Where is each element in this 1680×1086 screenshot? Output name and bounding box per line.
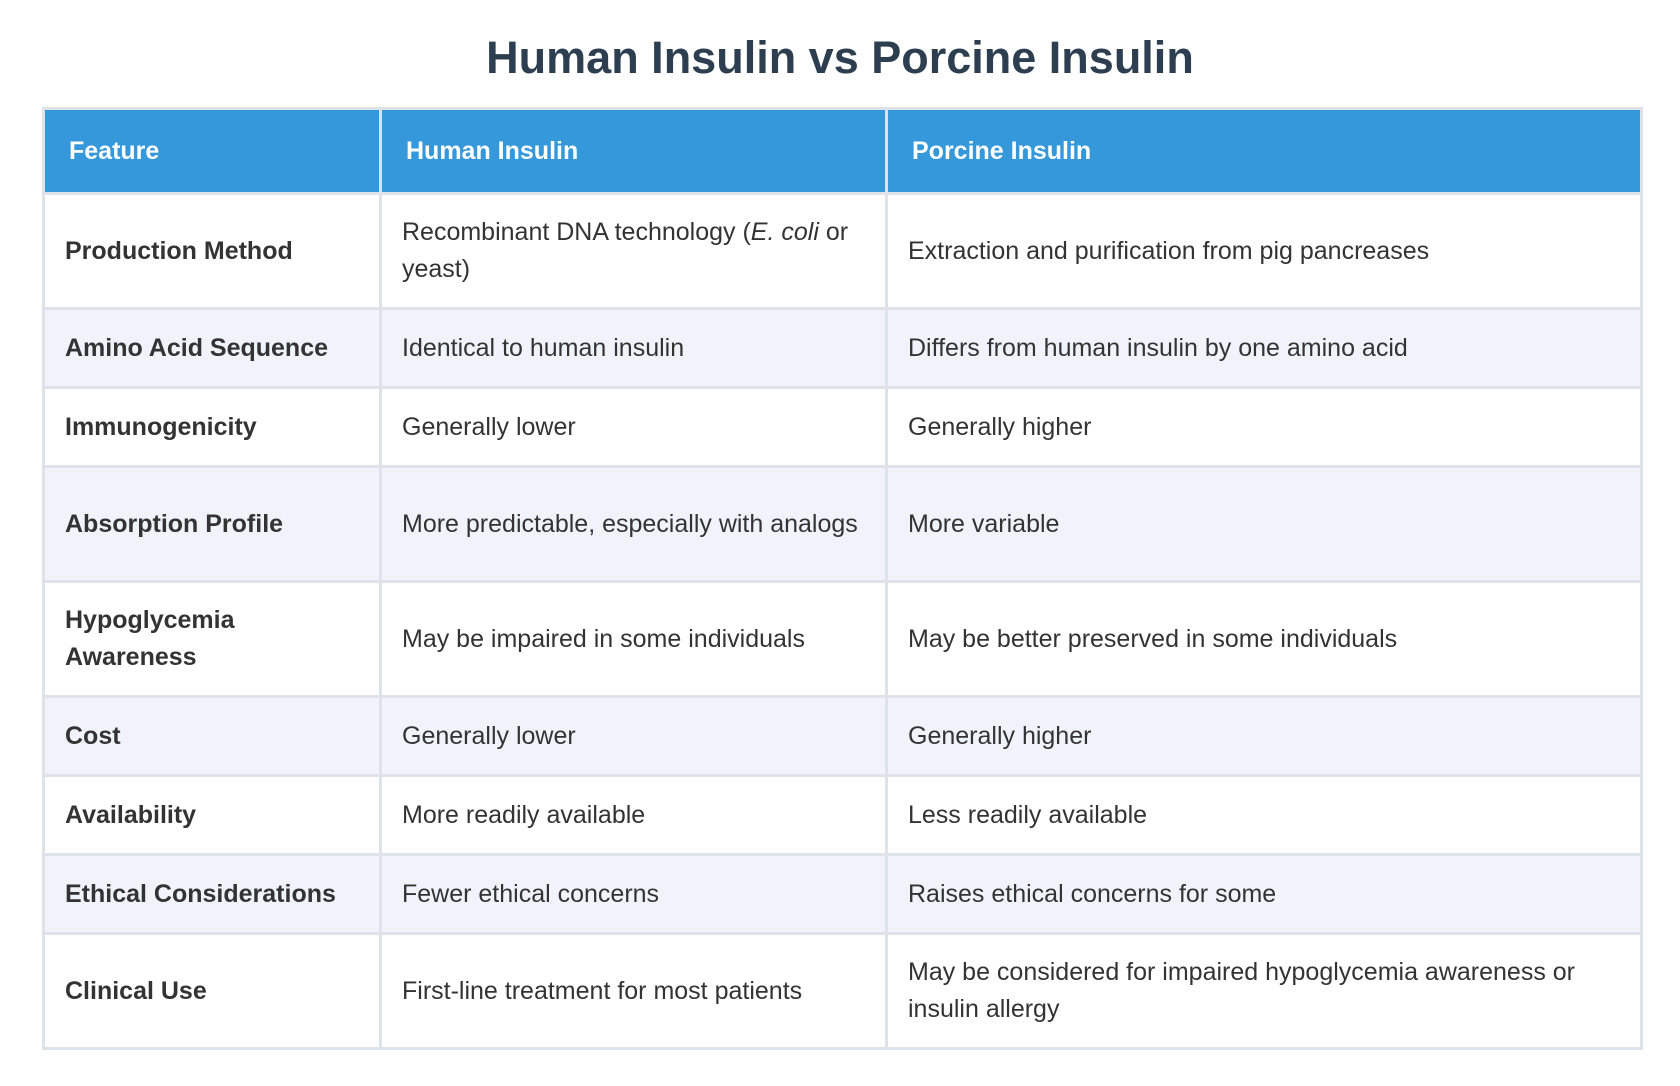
comparison-table: Feature Human Insulin Porcine Insulin Pr… xyxy=(42,107,1643,1050)
table-body: Production Method Recombinant DNA techno… xyxy=(42,192,1643,1050)
human-cell: First-line treatment for most patients xyxy=(379,932,888,1050)
human-cell: Generally lower xyxy=(379,386,888,468)
feature-cell: Absorption Profile xyxy=(42,465,382,583)
table-row: Absorption Profile More predictable, esp… xyxy=(42,465,1643,583)
human-cell: Recombinant DNA technology (E. coli or y… xyxy=(379,192,888,310)
header-row: Feature Human Insulin Porcine Insulin xyxy=(42,107,1643,195)
table-row: Clinical Use First-line treatment for mo… xyxy=(42,932,1643,1050)
feature-cell: Amino Acid Sequence xyxy=(42,307,382,389)
human-cell: More readily available xyxy=(379,774,888,856)
porcine-cell: More variable xyxy=(885,465,1643,583)
porcine-cell: May be considered for impaired hypoglyce… xyxy=(885,932,1643,1050)
feature-cell: Cost xyxy=(42,695,382,777)
human-cell: Fewer ethical concerns xyxy=(379,853,888,935)
human-cell: May be impaired in some individuals xyxy=(379,580,888,698)
porcine-cell: Differs from human insulin by one amino … xyxy=(885,307,1643,389)
feature-cell: Immunogenicity xyxy=(42,386,382,468)
human-cell: Generally lower xyxy=(379,695,888,777)
page-title: Human Insulin vs Porcine Insulin xyxy=(486,32,1194,83)
table-row: Production Method Recombinant DNA techno… xyxy=(42,192,1643,310)
feature-cell: Availability xyxy=(42,774,382,856)
feature-cell: Hypoglycemia Awareness xyxy=(42,580,382,698)
table-row: Hypoglycemia Awareness May be impaired i… xyxy=(42,580,1643,698)
header-feature: Feature xyxy=(42,107,382,195)
organism-name: E. coli xyxy=(750,218,819,246)
table-row: Cost Generally lower Generally higher xyxy=(42,695,1643,777)
porcine-cell: Generally higher xyxy=(885,386,1643,468)
human-text-suffix: or yeast) xyxy=(402,218,849,283)
feature-cell: Ethical Considerations xyxy=(42,853,382,935)
porcine-cell: Less readily available xyxy=(885,774,1643,856)
porcine-cell: May be better preserved in some individu… xyxy=(885,580,1643,698)
header-porcine-insulin: Porcine Insulin xyxy=(885,107,1643,195)
table-row: Immunogenicity Generally lower Generally… xyxy=(42,386,1643,468)
header-human-insulin: Human Insulin xyxy=(379,107,888,195)
porcine-cell: Extraction and purification from pig pan… xyxy=(885,192,1643,310)
table-row: Ethical Considerations Fewer ethical con… xyxy=(42,853,1643,935)
feature-cell: Production Method xyxy=(42,192,382,310)
porcine-cell: Raises ethical concerns for some xyxy=(885,853,1643,935)
human-cell: More predictable, especially with analog… xyxy=(379,465,888,583)
human-text: Recombinant DNA technology ( xyxy=(402,218,751,246)
table-row: Amino Acid Sequence Identical to human i… xyxy=(42,307,1643,389)
table-row: Availability More readily available Less… xyxy=(42,774,1643,856)
table-header: Feature Human Insulin Porcine Insulin xyxy=(42,107,1643,195)
feature-cell: Clinical Use xyxy=(42,932,382,1050)
porcine-cell: Generally higher xyxy=(885,695,1643,777)
human-cell: Identical to human insulin xyxy=(379,307,888,389)
